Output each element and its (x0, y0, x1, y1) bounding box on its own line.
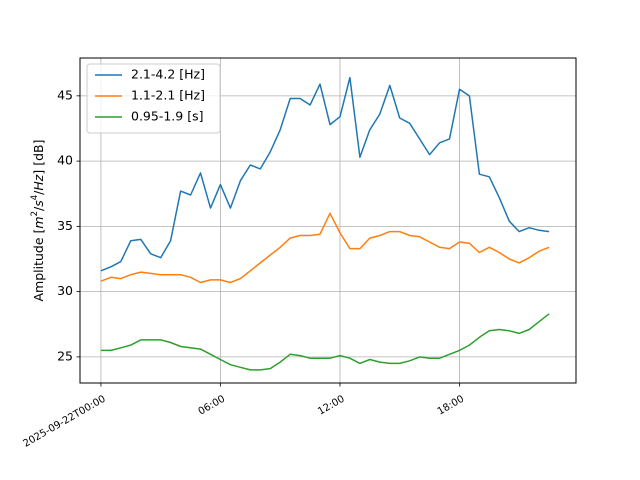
series-line-1 (100, 76, 550, 272)
series-line-3 (100, 313, 550, 371)
legend-box (86, 63, 221, 134)
y-tick-label: 25 (57, 348, 73, 363)
y-axis: 25 30 35 40 45 (57, 87, 80, 363)
y-tick-label: 45 (57, 87, 73, 102)
x-tick-label: 12:00 (316, 394, 346, 418)
legend-label: 0.95-1.9 [s] (131, 109, 203, 124)
y-tick-label: 35 (57, 218, 73, 233)
legend-items: 2.1-4.2 [Hz] 1.1-2.1 [Hz] 0.95-1.9 [s] (95, 67, 205, 124)
series-line-2 (100, 212, 550, 284)
legend-label: 1.1-2.1 [Hz] (131, 88, 205, 103)
x-tick-label: 2025-09-22T00:00 (22, 394, 108, 450)
x-axis: 2025-09-22T00:00 06:00 12:00 18:00 (22, 383, 466, 450)
x-tick-label: 18:00 (436, 394, 466, 418)
legend-label: 2.1-4.2 [Hz] (131, 67, 205, 82)
plot-frame (79, 57, 577, 384)
x-tick-label: 06:00 (197, 394, 227, 418)
series-lines (100, 76, 550, 371)
y-tick-label: 40 (57, 153, 73, 168)
legend: 2.1-4.2 [Hz] 1.1-2.1 [Hz] 0.95-1.9 [s] (86, 63, 221, 134)
y-axis-label-text: Amplitude [ (31, 229, 46, 302)
y-tick-label: 30 (57, 283, 73, 298)
y-axis-label: Amplitude [m2/s4/Hz] [dB] (30, 140, 46, 302)
